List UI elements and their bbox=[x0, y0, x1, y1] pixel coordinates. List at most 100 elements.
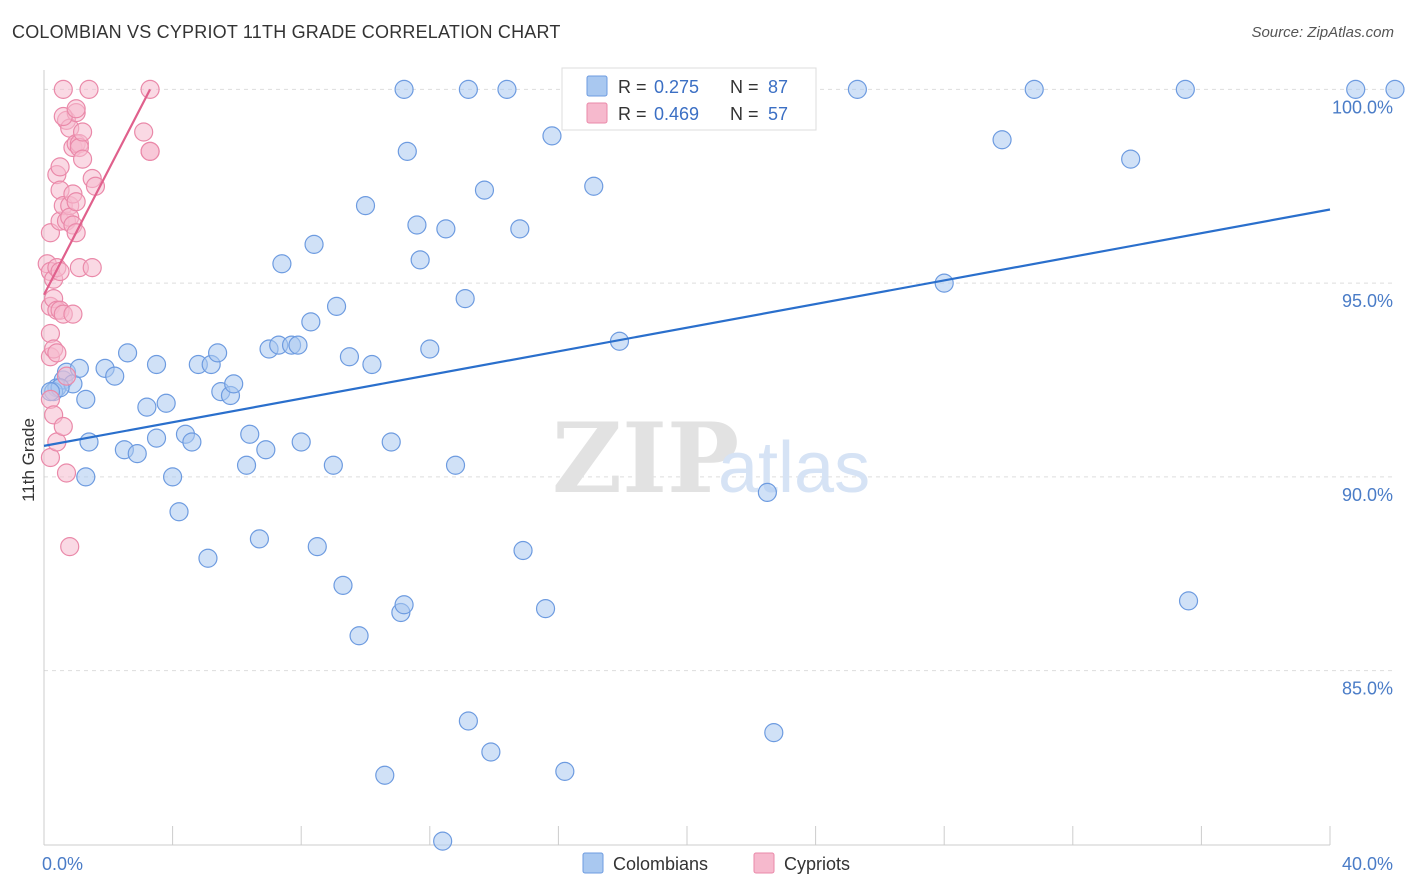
watermark-atlas: atlas bbox=[718, 428, 870, 508]
colombians-point-36 bbox=[288, 335, 308, 355]
colombians-point-46 bbox=[355, 196, 376, 216]
colombians-point-12 bbox=[127, 444, 147, 464]
cypriots-point-27 bbox=[56, 366, 77, 386]
colombians-point-42 bbox=[326, 296, 347, 316]
colombians-point-71 bbox=[584, 176, 604, 196]
cypriots-point-45 bbox=[72, 149, 93, 169]
colombians-point-38 bbox=[301, 312, 321, 332]
colombians-point-52 bbox=[394, 79, 414, 99]
colombians-point-47 bbox=[362, 354, 382, 375]
bottom-legend-swatch-cypriots bbox=[753, 852, 775, 874]
colombians-point-30 bbox=[249, 529, 270, 549]
colombians-point-73 bbox=[757, 482, 777, 502]
colombians-point-39 bbox=[304, 234, 324, 254]
cypriots-point-46 bbox=[79, 79, 99, 99]
bottom-legend-label-cypriots: Cypriots bbox=[784, 854, 850, 874]
colombians-point-24 bbox=[208, 343, 228, 363]
colombians-point-40 bbox=[307, 537, 327, 557]
colombians-point-66 bbox=[510, 219, 530, 239]
colombians-point-63 bbox=[474, 180, 495, 200]
cypriots-point-15 bbox=[47, 343, 67, 363]
colombians-point-20 bbox=[182, 432, 202, 452]
trend-layer bbox=[43, 88, 1331, 447]
cypriots-point-56 bbox=[140, 141, 160, 161]
x-tick-label-1: 40.0% bbox=[1342, 854, 1393, 874]
colombians-point-5 bbox=[76, 389, 96, 409]
cypriots-trend-line bbox=[43, 88, 152, 296]
colombians-point-76 bbox=[934, 273, 954, 293]
colombians-point-37 bbox=[291, 432, 311, 452]
legend-r-value-0: 0.275 bbox=[654, 77, 699, 97]
legend-r-value-1: 0.469 bbox=[654, 104, 699, 124]
cypriots-point-6 bbox=[40, 389, 61, 409]
cypriots-point-44 bbox=[72, 122, 93, 142]
colombians-point-18 bbox=[169, 502, 189, 522]
legend-n-value-0: 87 bbox=[768, 77, 788, 97]
y-tick-label-3: 85.0% bbox=[1342, 679, 1393, 699]
cypriots-point-50 bbox=[53, 79, 73, 99]
colombians-point-27 bbox=[224, 374, 244, 394]
y-tick-label-2: 90.0% bbox=[1342, 485, 1393, 505]
colombians-point-70 bbox=[555, 761, 575, 781]
colombians-point-34 bbox=[272, 254, 292, 274]
colombians-point-14 bbox=[146, 354, 167, 375]
grid-layer bbox=[44, 88, 1392, 672]
colombians-point-60 bbox=[455, 289, 475, 309]
colombians-point-62 bbox=[458, 79, 478, 99]
colombians-point-44 bbox=[339, 347, 360, 367]
colombians-point-81 bbox=[1178, 591, 1199, 611]
colombians-point-56 bbox=[420, 339, 440, 359]
points-layer bbox=[37, 79, 1405, 851]
tick-labels: 100.0% 95.0% 90.0% 85.0% 0.0% 40.0% bbox=[42, 97, 1393, 874]
colombians-point-59 bbox=[445, 455, 466, 475]
legend: R = 0.275 N = 87 R = 0.469 N = 57 bbox=[561, 67, 817, 131]
legend-n-value-1: 57 bbox=[768, 104, 788, 124]
colombians-point-69 bbox=[542, 126, 562, 146]
colombians-point-68 bbox=[535, 599, 556, 619]
colombians-point-67 bbox=[513, 540, 533, 561]
chart-source: Source: ZipAtlas.com bbox=[1251, 24, 1394, 41]
legend-n-label-0: N = bbox=[730, 77, 759, 97]
bottom-legend-swatch-colombians bbox=[582, 852, 604, 874]
cypriots-point-39 bbox=[66, 192, 86, 212]
x-tick-label-0: 0.0% bbox=[42, 854, 83, 874]
cypriots-point-17 bbox=[50, 157, 70, 177]
cypriots-point-4 bbox=[40, 323, 61, 344]
legend-r-label-1: R = bbox=[618, 104, 647, 124]
colombians-point-80 bbox=[1175, 79, 1195, 99]
cypriots-point-52 bbox=[66, 99, 86, 119]
colombians-point-29 bbox=[240, 424, 260, 444]
watermark-zip: ZIP bbox=[552, 402, 739, 515]
colombians-point-57 bbox=[433, 831, 453, 851]
bottom-legend-label-colombians: Colombians bbox=[613, 854, 708, 874]
colombians-point-9 bbox=[105, 366, 125, 386]
colombians-point-83 bbox=[1346, 79, 1366, 99]
colombians-point-79 bbox=[1121, 149, 1141, 169]
colombians-point-10 bbox=[117, 343, 138, 363]
colombians-point-43 bbox=[333, 575, 353, 595]
cypriots-point-24 bbox=[53, 416, 73, 437]
colombians-point-61 bbox=[458, 711, 478, 731]
legend-n-label-1: N = bbox=[730, 104, 759, 124]
colombians-point-77 bbox=[992, 130, 1012, 150]
legend-swatch-colombians bbox=[586, 75, 608, 97]
chart-title: COLOMBIAN VS CYPRIOT 11TH GRADE CORRELAT… bbox=[12, 22, 561, 42]
colombians-point-41 bbox=[323, 455, 343, 475]
colombians-point-65 bbox=[497, 79, 517, 99]
y-axis-label: 11th Grade bbox=[19, 418, 38, 502]
colombians-point-64 bbox=[481, 742, 501, 762]
cypriots-point-53 bbox=[134, 122, 154, 142]
colombians-point-75 bbox=[847, 79, 867, 99]
colombians-point-45 bbox=[349, 626, 369, 646]
bottom-legend: Colombians Cypriots bbox=[582, 852, 850, 874]
colombians-point-49 bbox=[381, 432, 401, 452]
colombians-point-28 bbox=[236, 455, 257, 475]
colombians-point-48 bbox=[375, 765, 395, 785]
colombians-point-16 bbox=[156, 393, 176, 413]
colombians-trend-line bbox=[43, 208, 1331, 447]
watermark: ZIP atlas bbox=[552, 402, 870, 515]
colombians-point-74 bbox=[764, 723, 784, 743]
y-tick-label-1: 95.0% bbox=[1342, 291, 1393, 311]
colombians-point-54 bbox=[407, 215, 427, 235]
legend-swatch-cypriots bbox=[586, 102, 608, 124]
